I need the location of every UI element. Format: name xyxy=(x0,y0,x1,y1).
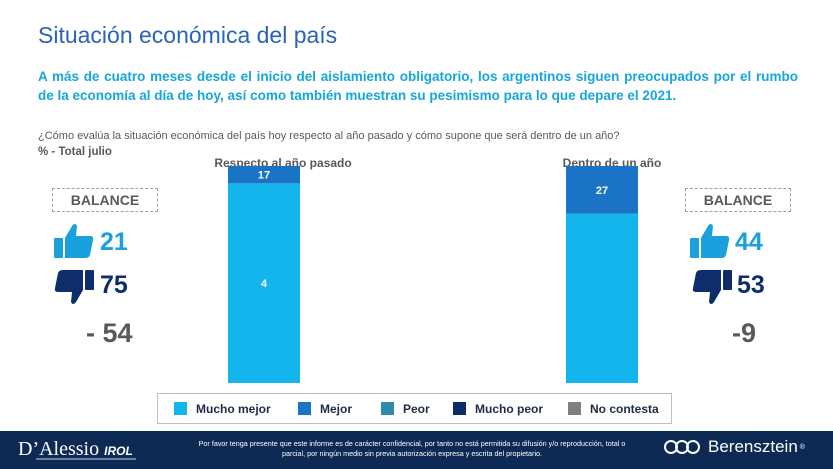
bar-segment-mejor xyxy=(228,166,300,184)
data-note: % - Total julio xyxy=(38,146,112,158)
legend-label: Mejor xyxy=(320,401,353,416)
bar-value-label: 27 xyxy=(596,185,608,197)
chart-legend: Mucho mejor Mejor Peor Mucho peor No con… xyxy=(157,393,672,424)
bar-segment-mejor xyxy=(566,166,638,214)
logo-left-suffix: IROL xyxy=(104,444,133,458)
logo-right-name: Berensztein xyxy=(708,437,798,456)
logo-left-underline xyxy=(36,458,136,460)
logo-left-name: D’Alessio xyxy=(18,438,100,460)
legend-swatch xyxy=(174,402,187,415)
berensztein-logo: Berensztein ® xyxy=(664,437,805,457)
left-positive-value: 21 xyxy=(100,228,128,256)
legend-label: Mucho mejor xyxy=(196,401,271,416)
page-title: Situación económica del país xyxy=(38,22,338,48)
right-negative-value: 53 xyxy=(737,271,765,299)
bar-segment-mucho-mejor xyxy=(566,213,638,383)
registered-mark: ® xyxy=(799,443,805,451)
legend-swatch xyxy=(381,402,394,415)
survey-question: ¿Cómo evalúa la situación económica del … xyxy=(38,130,620,142)
thumbs-up-icon xyxy=(690,224,730,258)
legend-item-mucho-mejor: Mucho mejor xyxy=(174,394,271,423)
legend-swatch xyxy=(453,402,466,415)
legend-item-mejor: Mejor xyxy=(298,394,352,423)
left-net-balance: - 54 xyxy=(86,318,133,348)
left-negative-value: 75 xyxy=(100,271,128,299)
bar-value-label: 17 xyxy=(258,170,270,182)
right-positive-value: 44 xyxy=(735,228,763,256)
page-subtitle: A más de cuatro meses desde el inicio de… xyxy=(38,69,798,103)
legend-item-mucho-peor: Mucho peor xyxy=(453,394,543,423)
legend-label: Peor xyxy=(403,401,430,416)
thumbs-up-icon xyxy=(54,224,94,258)
legend-label: No contesta xyxy=(590,401,659,416)
dalessio-irol-logo: D’Alessio IROL xyxy=(18,438,133,461)
legend-swatch xyxy=(298,402,311,415)
bar-segment-mucho-mejor xyxy=(228,183,300,383)
left-balance-label: BALANCE xyxy=(52,188,158,212)
confidentiality-disclaimer: Por favor tenga presente que este inform… xyxy=(198,439,626,458)
thumbs-down-icon xyxy=(692,270,732,304)
bar-value-label: 4 xyxy=(261,278,268,290)
footer-bar xyxy=(0,431,833,469)
berensztein-mark-icon xyxy=(664,440,700,454)
right-balance-label: BALANCE xyxy=(685,188,791,212)
legend-item-no-contesta: No contesta xyxy=(568,394,659,423)
thumbs-down-icon xyxy=(54,270,94,304)
legend-swatch xyxy=(568,402,581,415)
right-net-balance: -9 xyxy=(732,318,757,348)
legend-item-peor: Peor xyxy=(381,394,430,423)
legend-label: Mucho peor xyxy=(475,401,543,416)
